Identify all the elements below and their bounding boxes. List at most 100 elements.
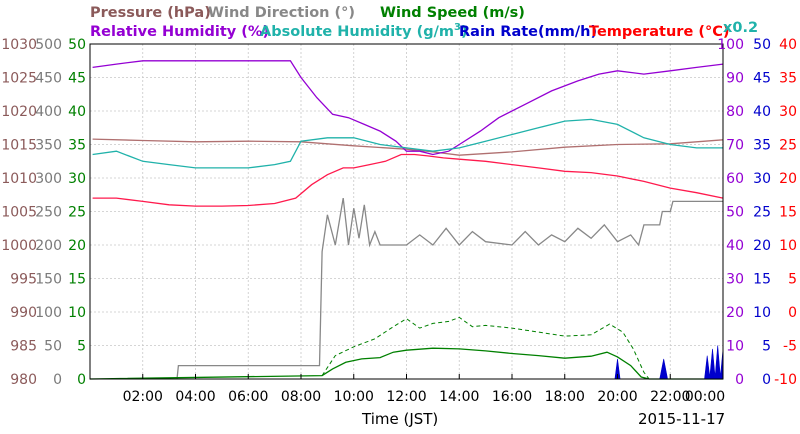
x-tick-label: 18:00 xyxy=(545,389,585,405)
tick-label-wind-speed: 40 xyxy=(68,104,86,120)
tick-label-temperature: 20 xyxy=(779,171,797,187)
legend-rain-rate: Rain Rate(mm/h) xyxy=(459,24,597,40)
tick-label-wind-speed: 35 xyxy=(68,138,86,154)
tick-label-rain-rate: 10 xyxy=(753,305,771,321)
right-axes: 1009080706050403020100504540353025201510… xyxy=(717,37,797,388)
tick-label-pressure: 1000 xyxy=(1,238,37,254)
tick-label-wind-speed: 20 xyxy=(68,238,86,254)
tick-label-humidity: 50 xyxy=(726,205,744,221)
tick-label-wind-direction: 300 xyxy=(35,171,62,187)
tick-label-rain-rate: 25 xyxy=(753,205,771,221)
series-group xyxy=(89,60,724,380)
tick-label-temperature: 10 xyxy=(779,238,797,254)
tick-label-wind-speed: 45 xyxy=(68,71,86,87)
tick-label-wind-direction: 250 xyxy=(35,205,62,221)
tick-label-humidity: 0 xyxy=(735,372,744,388)
tick-label-wind-direction: 200 xyxy=(35,238,62,254)
tick-label-humidity: 40 xyxy=(726,238,744,254)
legend-wind-direction: Wind Direction (°) xyxy=(208,5,355,21)
x-tick-label: 06:00 xyxy=(228,389,268,405)
tick-label-humidity: 80 xyxy=(726,104,744,120)
tick-label-temperature: -5 xyxy=(783,339,797,355)
tick-label-wind-direction: 450 xyxy=(35,71,62,87)
tick-label-temperature: 5 xyxy=(788,272,797,288)
legend-scale-note: x0.2 xyxy=(723,20,758,36)
x-tick-label: 12:00 xyxy=(386,389,426,405)
tick-label-temperature: 40 xyxy=(779,37,797,53)
x-axis: 02:00 04:00 06:00 08:00 10:00 12:00 14:00 16:00… xyxy=(123,374,725,405)
tick-label-wind-direction: 50 xyxy=(44,339,62,355)
tick-label-pressure: 1030 xyxy=(1,37,37,53)
tick-label-rain-rate: 20 xyxy=(753,238,771,254)
legend-row-2: Relative Humidity (%) Absolute Humidity … xyxy=(90,22,730,40)
x-tick-label: 14:00 xyxy=(439,389,479,405)
x-axis-label: Time (JST) xyxy=(361,410,438,428)
x-tick-label: 08:00 xyxy=(281,389,321,405)
series-wind-speed-gust-m-s xyxy=(321,316,650,380)
tick-label-rain-rate: 40 xyxy=(753,104,771,120)
tick-label-wind-direction: 350 xyxy=(35,138,62,154)
tick-label-temperature: 35 xyxy=(779,71,797,87)
tick-label-wind-speed: 25 xyxy=(68,205,86,221)
tick-label-pressure: 1005 xyxy=(1,205,37,221)
series-wind-direction xyxy=(176,197,723,380)
tick-label-rain-rate: 45 xyxy=(753,71,771,87)
tick-label-wind-speed: 50 xyxy=(68,37,86,53)
tick-label-humidity: 10 xyxy=(726,339,744,355)
tick-label-rain-rate: 50 xyxy=(753,37,771,53)
series-rain-rate xyxy=(614,345,724,380)
tick-label-wind-speed: 30 xyxy=(68,171,86,187)
tick-label-wind-direction: 0 xyxy=(53,372,62,388)
legend-wind-speed: Wind Speed (m/s) xyxy=(380,5,525,21)
tick-label-pressure: 1020 xyxy=(1,104,37,120)
tick-label-humidity: 90 xyxy=(726,71,744,87)
tick-label-pressure: 1010 xyxy=(1,171,37,187)
tick-label-humidity: 70 xyxy=(726,138,744,154)
x-tick-label: 02:00 xyxy=(123,389,163,405)
chart-date: 2015-11-17 xyxy=(638,410,725,428)
x-tick-label: 10:00 xyxy=(334,389,374,405)
series-temperature-c xyxy=(92,153,724,207)
legend-pressure: Pressure (hPa) xyxy=(90,5,211,21)
left-axes: 1030102510201015101010051000995990985980… xyxy=(1,37,86,388)
x-tick-label: 00:00 xyxy=(685,389,725,405)
grid xyxy=(90,44,723,379)
legend-absolute-humidity-close: ) xyxy=(461,24,468,40)
tick-label-temperature: 0 xyxy=(788,305,797,321)
x-tick-label: 20:00 xyxy=(597,389,637,405)
tick-label-temperature: 30 xyxy=(779,104,797,120)
tick-label-pressure: 980 xyxy=(10,372,37,388)
tick-label-wind-direction: 400 xyxy=(35,104,62,120)
tick-label-wind-speed: 15 xyxy=(68,272,86,288)
series-wind-speed-m-s xyxy=(89,347,723,380)
legend-temperature: Temperature (°C) xyxy=(589,24,730,40)
tick-label-pressure: 995 xyxy=(10,272,37,288)
x-tick-label: 04:00 xyxy=(175,389,215,405)
x-tick-label: 22:00 xyxy=(650,389,690,405)
legend-relative-humidity: Relative Humidity (%) xyxy=(90,24,269,40)
series-relative-humidity xyxy=(92,60,724,156)
tick-label-pressure: 985 xyxy=(10,339,37,355)
legend-absolute-humidity-superscript: 3 xyxy=(454,22,461,33)
tick-label-rain-rate: 15 xyxy=(753,272,771,288)
tick-label-wind-speed: 0 xyxy=(77,372,86,388)
tick-label-wind-direction: 500 xyxy=(35,37,62,53)
x-tick-label: 16:00 xyxy=(492,389,532,405)
tick-label-pressure: 990 xyxy=(10,305,37,321)
tick-label-rain-rate: 30 xyxy=(753,171,771,187)
series-absolute-humidity-g-m3 xyxy=(92,118,723,169)
tick-label-wind-direction: 100 xyxy=(35,305,62,321)
tick-label-pressure: 1025 xyxy=(1,71,37,87)
tick-label-humidity: 100 xyxy=(717,37,744,53)
legend-absolute-humidity: Absolute Humidity (g/m xyxy=(260,24,454,40)
tick-label-humidity: 30 xyxy=(726,272,744,288)
tick-label-humidity: 20 xyxy=(726,305,744,321)
tick-label-humidity: 60 xyxy=(726,171,744,187)
tick-label-temperature: 15 xyxy=(779,205,797,221)
tick-label-rain-rate: 35 xyxy=(753,138,771,154)
legend-row-1: Pressure (hPa) Wind Direction (°) Wind S… xyxy=(90,5,525,21)
series-pressure-hpa xyxy=(92,138,724,156)
tick-label-pressure: 1015 xyxy=(1,138,37,154)
